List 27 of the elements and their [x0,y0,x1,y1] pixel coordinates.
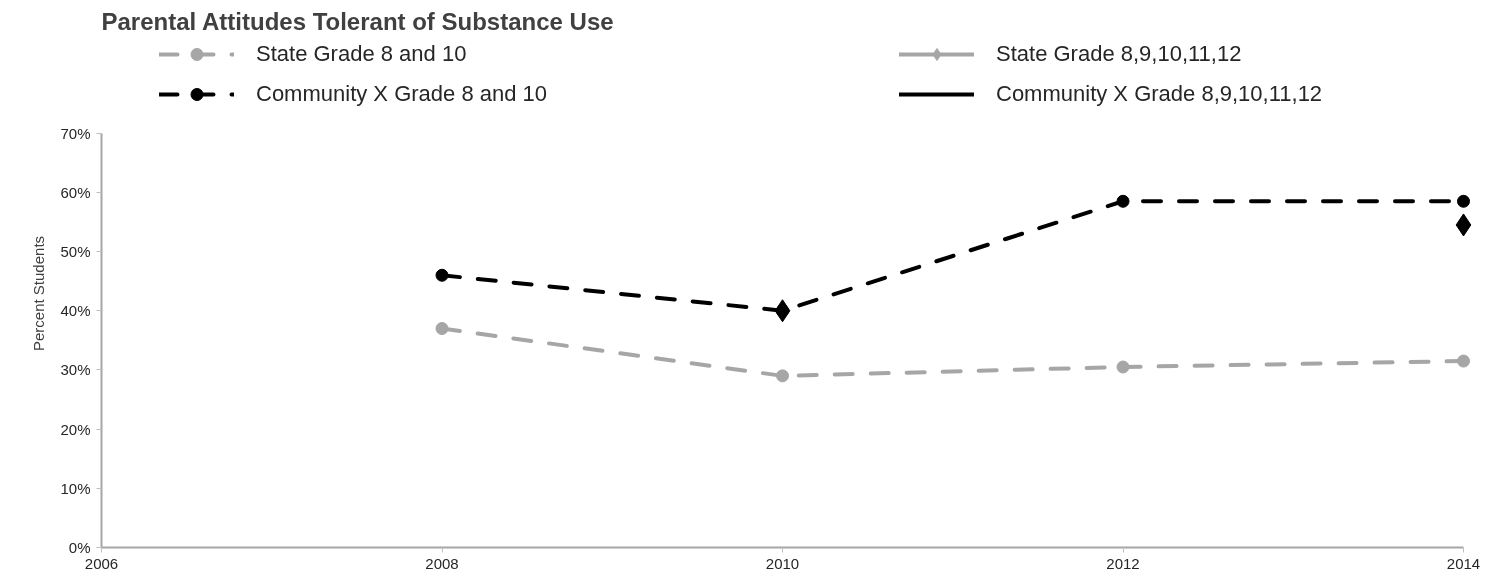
y-tick-label: 60% [60,183,91,201]
point [435,268,449,282]
point [776,369,789,383]
legend-label: State Grade 8 and 10 [256,41,468,67]
x-tick-label: 2012 [1106,554,1140,572]
y-tick-label: 70% [60,124,91,142]
legend-label: State Grade 8,9,10,11,12 [996,41,1243,67]
chart-title: Parental Attitudes Tolerant of Substance Use [101,7,614,35]
y-tick-label: 50% [60,243,91,261]
legend-label: Community X Grade 8 and 10 [256,81,549,107]
point [1457,194,1470,208]
y-tick-label: 30% [60,361,91,379]
y-tick-label: 40% [60,302,91,320]
y-axis-title: Percent Students [30,235,48,352]
y-tick-label: 10% [60,479,91,497]
point [1457,354,1470,368]
x-tick-label: 2006 [84,554,119,572]
y-tick-label: 0% [68,539,91,556]
point [1455,213,1472,237]
point [1116,194,1130,208]
legend-label: Community X Grade 8,9,10,11,12 [996,81,1324,107]
point [435,322,449,336]
x-tick-label: 2014 [1446,554,1481,572]
x-tick-label: 2010 [765,554,800,572]
y-tick-label: 20% [60,420,91,438]
point [1116,360,1130,374]
x-tick-label: 2008 [425,554,459,572]
